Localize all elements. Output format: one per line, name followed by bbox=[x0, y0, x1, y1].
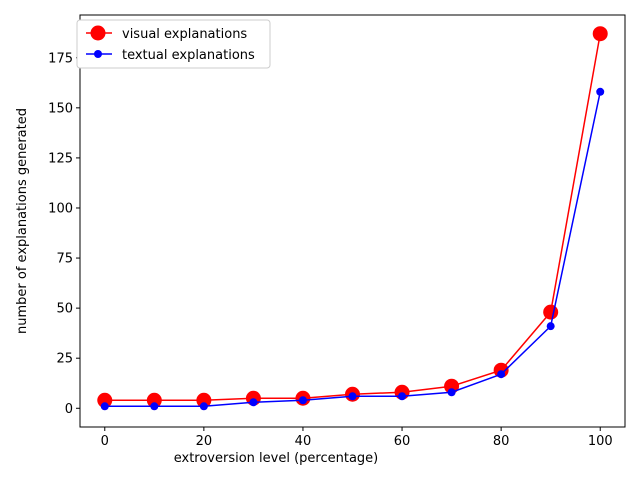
y-tick-label: 175 bbox=[48, 51, 73, 66]
y-tick-label: 50 bbox=[56, 302, 73, 317]
y-tick-label: 0 bbox=[65, 402, 73, 417]
x-axis-label: extroversion level (percentage) bbox=[174, 451, 379, 466]
y-axis-ticks: 0 25 50 75 100 125 150 175 bbox=[48, 51, 80, 417]
series-0-point bbox=[196, 392, 212, 408]
y-tick-label: 75 bbox=[56, 252, 73, 267]
series-0-point bbox=[444, 378, 460, 394]
series-0-point bbox=[97, 392, 113, 408]
series-1-point bbox=[348, 392, 357, 401]
series-1-point bbox=[199, 402, 208, 411]
y-axis-label: number of explanations generated bbox=[15, 108, 30, 334]
legend-marker-visual bbox=[90, 25, 106, 41]
x-tick-label: 100 bbox=[588, 434, 613, 449]
series-1-point bbox=[398, 392, 407, 401]
series-1-point bbox=[298, 396, 307, 405]
series-1-point bbox=[447, 388, 456, 397]
legend-marker-textual bbox=[94, 50, 102, 58]
series-1-point bbox=[546, 322, 555, 331]
series-0-point bbox=[543, 304, 559, 320]
x-axis-ticks: 0 20 40 60 80 100 bbox=[101, 427, 613, 449]
y-tick-label: 25 bbox=[56, 352, 73, 367]
y-tick-label: 100 bbox=[48, 201, 73, 216]
x-tick-label: 80 bbox=[493, 434, 510, 449]
series-1-point bbox=[497, 370, 506, 379]
plot-frame bbox=[79, 14, 626, 428]
series-layer bbox=[97, 26, 608, 411]
legend-label-visual: visual explanations bbox=[122, 27, 247, 42]
legend: visual explanations textual explanations bbox=[76, 19, 271, 69]
series-1-point bbox=[100, 402, 109, 411]
series-1-point bbox=[596, 87, 605, 96]
series-0-point bbox=[592, 26, 608, 42]
x-tick-label: 40 bbox=[295, 434, 312, 449]
series-1-point bbox=[249, 398, 258, 407]
x-tick-label: 60 bbox=[394, 434, 411, 449]
series-1-point bbox=[150, 402, 159, 411]
legend-label-textual: textual explanations bbox=[122, 48, 255, 63]
legend-box bbox=[76, 19, 271, 69]
x-tick-label: 20 bbox=[196, 434, 213, 449]
series-0-point bbox=[146, 392, 162, 408]
y-tick-label: 150 bbox=[48, 101, 73, 116]
y-tick-label: 125 bbox=[48, 151, 73, 166]
x-tick-label: 0 bbox=[101, 434, 109, 449]
